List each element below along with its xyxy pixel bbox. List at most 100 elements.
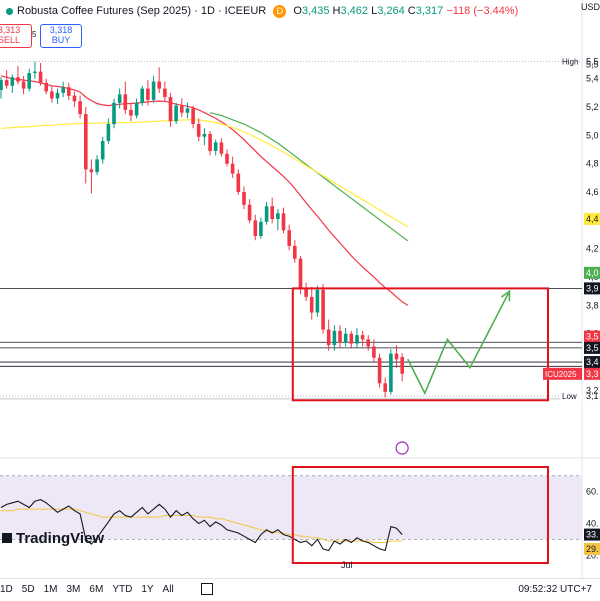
candle (140, 85, 144, 106)
candle (270, 197, 274, 224)
candle (112, 98, 116, 129)
timeframe-6m[interactable]: 6M (89, 584, 104, 595)
candle-body (276, 213, 280, 219)
candle (236, 169, 241, 195)
candle (0, 77, 3, 99)
timeframe-all[interactable]: All (162, 584, 174, 595)
sell-button[interactable]: 3,313 SELL (0, 24, 32, 48)
candle (50, 85, 54, 103)
candle-body (33, 71, 37, 73)
candle (129, 104, 133, 122)
candle (16, 65, 20, 85)
buy-label: BUY (51, 35, 71, 45)
buy-button[interactable]: 3,318 BUY (40, 24, 82, 48)
candle (219, 138, 224, 157)
candle (157, 67, 161, 93)
chart-header: Robusta Coffee Futures (Sep 2025) · 1D ·… (0, 0, 540, 22)
timeframe-5d[interactable]: 5D (21, 584, 35, 595)
candle-body (236, 173, 241, 192)
candle-body (343, 333, 348, 343)
candle-body (315, 289, 320, 313)
rsi-band (0, 475, 582, 540)
candle (72, 91, 77, 108)
price-axis-tick: 3,8 (586, 300, 599, 310)
price-axis-tick: 5,5 (586, 60, 599, 70)
candle-body (16, 77, 20, 82)
candle-body (50, 91, 54, 99)
candle-body (55, 92, 60, 99)
high-axis-value: 5,5 (586, 57, 599, 67)
price-axis-tag-bg (584, 266, 600, 279)
timeframe-1m[interactable]: 1M (43, 584, 58, 595)
price-axis-tag-bg (584, 341, 600, 354)
event-flash-icon (395, 441, 409, 455)
candle (400, 353, 404, 382)
price-axis-tag-bg (584, 330, 600, 343)
candle (349, 330, 354, 348)
rsi-ma-tag: 29. (586, 544, 599, 554)
price-axis-tick: 5,4 (586, 74, 599, 84)
candle-body (349, 333, 354, 344)
candle (213, 139, 218, 156)
last-price-tag: 3,3 (586, 369, 599, 379)
price-axis-tag: 3,4 (586, 357, 599, 367)
candle (309, 286, 314, 320)
candle-body (27, 73, 31, 89)
candle-body (355, 335, 359, 344)
candle-body (84, 114, 88, 170)
candle-body (326, 329, 331, 346)
timeframe-3m[interactable]: 3M (66, 584, 81, 595)
candle-body (247, 204, 252, 221)
candle (372, 339, 376, 363)
candle-body (44, 82, 48, 92)
timeframe-list: 1D 5D 1M 3M 6M YTD 1Y All (0, 584, 183, 595)
candle-body (332, 330, 337, 346)
candle-body (95, 159, 99, 173)
tradingview-logo[interactable]: TradingView (2, 530, 104, 547)
candle (366, 335, 370, 351)
ohlc-low: 3,264 (377, 5, 405, 17)
rsi-axis-tick: 60. (586, 487, 599, 497)
timeframe-1y[interactable]: 1Y (141, 584, 154, 595)
rsi-ma-tag-bg (584, 542, 600, 555)
candle-body (0, 80, 3, 90)
candle (230, 156, 235, 178)
clock[interactable]: 09:52:32 UTC+7 (518, 584, 592, 595)
price-axis-tag: 4,0 (586, 268, 599, 278)
delayed-data-badge[interactable]: D (273, 4, 287, 18)
candle (146, 80, 150, 106)
calendar-icon[interactable] (200, 583, 213, 596)
candle-body (202, 133, 207, 137)
candle (394, 345, 399, 368)
candle-body (264, 206, 269, 222)
candle (196, 118, 201, 142)
brand-name: TradingView (16, 530, 105, 547)
candle (174, 102, 178, 125)
candle (293, 240, 297, 263)
candle (208, 131, 212, 156)
candle-body (287, 230, 291, 246)
candle (253, 214, 258, 241)
ohlc-low-label: L (371, 5, 378, 17)
price-axis-tick: 5,2 (586, 102, 599, 112)
bottom-toolbar: 1D 5D 1M 3M 6M YTD 1Y All 09:52:32 UTC+7 (0, 578, 600, 601)
price-axis-tick: 5,0 (586, 130, 599, 140)
highlight-box (291, 287, 549, 402)
symbol-title[interactable]: Robusta Coffee Futures (Sep 2025) · 1D ·… (17, 5, 267, 17)
candle (78, 95, 82, 119)
timeframe-ytd[interactable]: YTD (112, 584, 133, 595)
candle (377, 353, 382, 388)
timeframe-1d[interactable]: 1D (0, 584, 13, 595)
candle (242, 186, 246, 210)
sell-label: SELL (0, 35, 21, 45)
rsi-axis-tick: 40. (586, 518, 599, 528)
price-axis-tick: 3,2 (586, 385, 599, 395)
price-axis-tag: 3,5 (586, 332, 599, 342)
candle (304, 282, 308, 302)
low-axis-value: 3,1 (586, 391, 599, 401)
candle (225, 149, 229, 167)
currency-label[interactable]: USD (580, 2, 600, 12)
candle (44, 78, 48, 95)
candle (151, 75, 156, 103)
